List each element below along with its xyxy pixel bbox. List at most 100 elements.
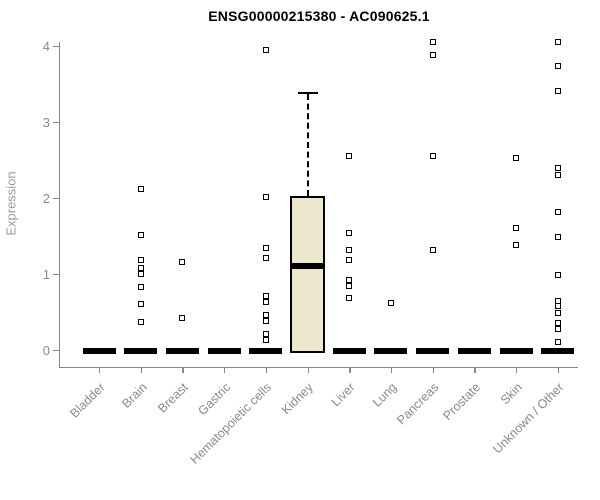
outlier-point bbox=[554, 325, 561, 332]
outlier-point bbox=[346, 295, 353, 302]
outlier-point bbox=[262, 318, 269, 325]
x-tick bbox=[224, 368, 226, 373]
median-bar bbox=[499, 348, 533, 354]
x-tick bbox=[99, 368, 101, 373]
x-tick-label: Pancreas bbox=[393, 380, 442, 428]
x-axis-line bbox=[60, 367, 578, 369]
outlier-point bbox=[262, 337, 269, 344]
y-tick-label: 0 bbox=[42, 343, 50, 358]
outlier-point bbox=[513, 225, 519, 232]
median-bar bbox=[457, 348, 491, 354]
median-bar bbox=[165, 348, 199, 354]
x-tick bbox=[390, 368, 393, 373]
outlier-point bbox=[137, 185, 144, 192]
outlier-point bbox=[554, 172, 561, 179]
x-tick bbox=[349, 368, 351, 373]
x-tick-label: Hematopoietic cells bbox=[187, 380, 275, 467]
outlier-point bbox=[262, 46, 269, 53]
outlier-point bbox=[554, 233, 561, 240]
outlier-point bbox=[262, 194, 269, 201]
outlier-point bbox=[554, 302, 561, 309]
outlier-point bbox=[554, 87, 561, 94]
outlier-point bbox=[513, 154, 519, 161]
outlier-point bbox=[137, 300, 144, 307]
median-bar bbox=[332, 348, 366, 354]
outlier-point bbox=[346, 257, 353, 264]
outlier-point bbox=[554, 208, 561, 215]
outlier-point bbox=[346, 277, 353, 284]
outlier-point bbox=[262, 312, 269, 319]
x-tick-label: Kidney bbox=[279, 380, 317, 418]
x-tick-label: Brain bbox=[118, 380, 150, 411]
x-tick bbox=[474, 368, 476, 373]
median-bar bbox=[124, 348, 158, 354]
y-tick bbox=[53, 198, 60, 200]
chart-title: ENSG00000215380 - AC090625.1 bbox=[208, 8, 430, 24]
box-median-line bbox=[292, 263, 323, 270]
x-tick bbox=[265, 368, 268, 373]
x-tick bbox=[557, 368, 560, 373]
x-tick bbox=[140, 368, 143, 373]
x-tick-label: Gastric bbox=[194, 380, 233, 419]
y-tick-label: 4 bbox=[42, 39, 50, 54]
median-bar bbox=[416, 348, 450, 354]
outlier-point bbox=[137, 271, 144, 277]
y-tick bbox=[53, 350, 60, 352]
y-tick bbox=[53, 274, 60, 276]
outlier-point bbox=[179, 315, 186, 322]
x-tick bbox=[182, 368, 184, 373]
outlier-point bbox=[262, 255, 269, 262]
outlier-point bbox=[137, 264, 144, 271]
y-tick bbox=[53, 46, 60, 48]
outlier-point bbox=[262, 293, 269, 300]
outlier-point bbox=[554, 338, 561, 345]
median-bar bbox=[207, 348, 241, 354]
outlier-point bbox=[513, 242, 519, 249]
box bbox=[290, 195, 325, 353]
outlier-point bbox=[262, 331, 269, 338]
outlier-point bbox=[262, 299, 269, 306]
outlier-point bbox=[137, 257, 144, 264]
outlier-point bbox=[429, 246, 436, 253]
x-tick-label: Skin bbox=[497, 380, 525, 408]
outlier-point bbox=[346, 229, 353, 236]
outlier-point bbox=[554, 319, 561, 326]
median-bar bbox=[541, 348, 575, 354]
outlier-point bbox=[346, 283, 353, 290]
outlier-point bbox=[179, 258, 186, 265]
x-tick-label: Lung bbox=[369, 380, 400, 410]
x-tick bbox=[432, 368, 434, 373]
outlier-point bbox=[554, 62, 561, 69]
outlier-point bbox=[137, 283, 144, 290]
x-tick-label: Prostate bbox=[440, 380, 483, 424]
outlier-point bbox=[346, 153, 353, 160]
outlier-point bbox=[429, 52, 436, 59]
x-tick-label: Bladder bbox=[67, 380, 108, 421]
median-bar bbox=[82, 348, 116, 354]
outlier-point bbox=[554, 39, 561, 46]
outlier-point bbox=[346, 246, 353, 253]
whisker-line bbox=[306, 93, 309, 196]
outlier-point bbox=[429, 39, 436, 46]
x-tick bbox=[307, 368, 309, 373]
y-axis-label: Expression bbox=[3, 171, 19, 236]
median-bar bbox=[374, 348, 408, 354]
outlier-point bbox=[262, 245, 269, 252]
outlier-point bbox=[554, 165, 561, 172]
y-tick-label: 3 bbox=[42, 115, 50, 130]
y-tick bbox=[53, 122, 60, 124]
outlier-point bbox=[554, 271, 561, 278]
outlier-point bbox=[387, 299, 394, 306]
y-axis-line bbox=[59, 42, 61, 368]
x-tick-label: Liver bbox=[328, 380, 358, 410]
y-tick-label: 2 bbox=[42, 191, 50, 206]
outlier-point bbox=[554, 309, 561, 316]
whisker-cap bbox=[297, 91, 318, 95]
median-bar bbox=[249, 348, 283, 354]
outlier-point bbox=[137, 318, 144, 325]
x-tick bbox=[516, 368, 518, 373]
x-tick-label: Breast bbox=[155, 380, 192, 416]
outlier-point bbox=[137, 232, 144, 239]
outlier-point bbox=[429, 153, 436, 160]
